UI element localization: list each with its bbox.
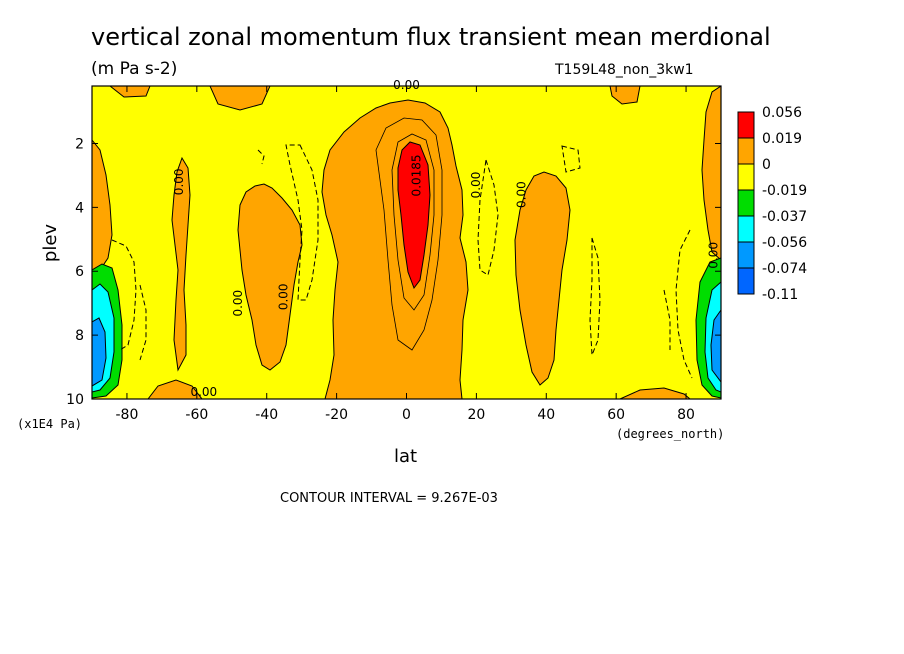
x-tick-label: -80 bbox=[116, 407, 139, 423]
x-tick-label: 40 bbox=[537, 407, 555, 423]
legend-swatch bbox=[737, 137, 755, 165]
orange-region-top-right bbox=[609, 86, 641, 105]
x-tick-label: 80 bbox=[677, 407, 695, 423]
dashed-contour-south-3 bbox=[139, 284, 147, 361]
contour-equator-inner-2 bbox=[391, 133, 435, 311]
orange-region-top-left bbox=[109, 86, 151, 98]
chart-units: (m Pa s-2) bbox=[91, 59, 177, 79]
contour-label: 0.00 bbox=[231, 290, 245, 317]
dashed-contour-north-2 bbox=[561, 145, 581, 173]
legend-label: 0.019 bbox=[762, 131, 802, 147]
legend-label: -0.056 bbox=[762, 235, 807, 251]
legend-label: 0.056 bbox=[762, 105, 802, 121]
orange-region-south-2 bbox=[237, 183, 303, 371]
dashed-contour-north-6 bbox=[257, 149, 265, 165]
legend-label: -0.074 bbox=[762, 261, 807, 277]
contour-label: 0.00 bbox=[469, 172, 483, 199]
y-units-label: (x1E4 Pa) bbox=[17, 417, 82, 431]
y-tick-label: 10 bbox=[66, 392, 84, 408]
legend-label: -0.037 bbox=[762, 209, 807, 225]
contour-label: 0.00 bbox=[514, 181, 528, 208]
y-tick-label: 4 bbox=[75, 200, 84, 216]
legend-swatch bbox=[737, 189, 755, 217]
contour-label: 0.00 bbox=[707, 242, 721, 269]
legend-swatch bbox=[737, 241, 755, 269]
orange-region-bottom-left bbox=[147, 379, 203, 399]
x-tick-label: -60 bbox=[185, 407, 208, 423]
dashed-contour-south-1 bbox=[285, 144, 319, 301]
x-tick-label: 60 bbox=[607, 407, 625, 423]
blue-region-north-pole bbox=[710, 309, 721, 383]
orange-region-south-1 bbox=[171, 156, 191, 372]
orange-region-top-mid bbox=[209, 86, 271, 111]
y-axis-label: plev bbox=[40, 224, 61, 263]
y-tick-label: 6 bbox=[75, 264, 84, 280]
color-legend: 0.056 0.019 0 -0.019 -0.037 -0.056 -0.074 -0.11 bbox=[737, 105, 807, 303]
dashed-contour-south-2 bbox=[111, 239, 137, 351]
red-region-equator-max bbox=[397, 141, 431, 290]
inner-positive-contours bbox=[375, 117, 443, 351]
contour-label: 0.00 bbox=[393, 78, 420, 92]
chart-title: vertical zonal momentum flux transient m… bbox=[91, 23, 771, 51]
x-tick-label: -40 bbox=[255, 407, 278, 423]
y-tick-label: 2 bbox=[75, 136, 84, 152]
contour-interval-text: CONTOUR INTERVAL = 9.267E-03 bbox=[280, 491, 498, 506]
dashed-contour-north-4 bbox=[675, 229, 693, 379]
orange-region-bottom-right bbox=[619, 387, 691, 399]
legend-swatch bbox=[737, 111, 755, 139]
orange-region-equator bbox=[321, 99, 469, 399]
orange-region-north-1 bbox=[514, 171, 571, 386]
y-tick-label: 8 bbox=[75, 328, 84, 344]
dashed-contour-north-1 bbox=[477, 159, 499, 276]
y-axis-ticks: 2 4 6 8 10 bbox=[66, 136, 721, 408]
plot-area bbox=[92, 86, 721, 399]
legend-swatch bbox=[737, 163, 755, 191]
legend-label: 0 bbox=[762, 157, 771, 173]
contour-label: 0.0185 bbox=[409, 154, 423, 196]
contour-label: 0.00 bbox=[172, 168, 186, 195]
contour-label: 0.00 bbox=[277, 283, 291, 310]
run-label: T159L48_non_3kw1 bbox=[554, 62, 694, 78]
x-units-label: (degrees_north) bbox=[616, 427, 724, 441]
legend-label: -0.019 bbox=[762, 183, 807, 199]
contour-labels: 0.00 0.00 0.00 0.00 0.00 0.0185 0.00 0.00 0.00 bbox=[172, 78, 721, 399]
dashed-contour-north-3 bbox=[589, 237, 601, 356]
orange-region-north-pole-edge bbox=[701, 86, 721, 261]
x-tick-label: 0 bbox=[402, 407, 411, 423]
x-axis-ticks: -80 -60 -40 -20 0 20 40 60 80 bbox=[116, 86, 695, 423]
dashed-negative-contours bbox=[111, 144, 693, 379]
x-tick-label: 20 bbox=[467, 407, 485, 423]
dashed-contour-north-5 bbox=[663, 289, 671, 350]
x-axis-label: lat bbox=[394, 446, 417, 467]
legend-swatch bbox=[737, 215, 755, 243]
contour-equator-inner-1 bbox=[375, 117, 443, 351]
legend-swatch bbox=[737, 267, 755, 295]
contour-label: 0.00 bbox=[190, 385, 217, 399]
legend-label: -0.11 bbox=[762, 287, 798, 303]
x-tick-label: -20 bbox=[325, 407, 348, 423]
